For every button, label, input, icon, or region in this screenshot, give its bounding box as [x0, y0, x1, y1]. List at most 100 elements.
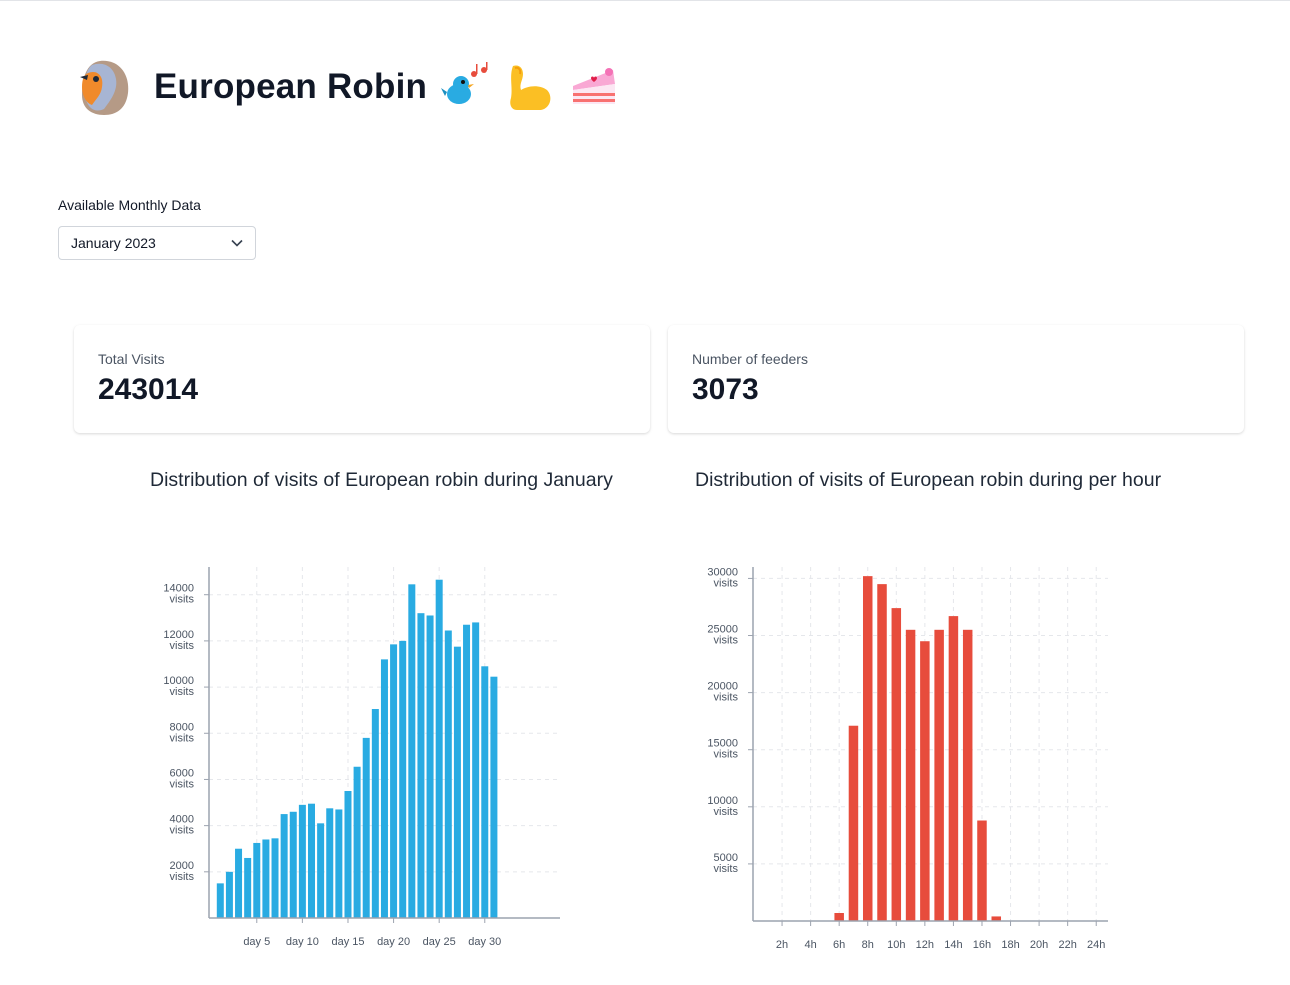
y-tick-unit: visits	[170, 686, 195, 698]
bar	[344, 790, 352, 918]
x-tick-label: 18h	[1001, 939, 1019, 951]
y-tick-label: 8000	[170, 721, 194, 733]
bar	[948, 616, 959, 921]
bar	[472, 622, 480, 918]
y-tick-unit: visits	[170, 825, 195, 837]
y-tick-label: 10000	[707, 795, 738, 807]
chevron-down-icon	[231, 239, 243, 247]
total-visits-value: 243014	[98, 373, 199, 406]
y-tick-unit: visits	[170, 640, 195, 652]
x-tick-label: 4h	[804, 939, 816, 951]
bar	[253, 842, 261, 918]
y-tick-unit: visits	[714, 749, 739, 761]
bar	[435, 579, 443, 918]
x-tick-label: 20h	[1030, 939, 1048, 951]
bar	[362, 737, 370, 918]
bar	[463, 624, 471, 918]
bar	[216, 883, 224, 918]
bar	[289, 811, 297, 918]
y-tick-unit: visits	[714, 635, 739, 647]
monthly-data-label: Available Monthly Data	[58, 197, 201, 213]
bar	[271, 838, 279, 918]
y-tick-unit: visits	[170, 778, 195, 790]
bar	[905, 629, 916, 921]
bar	[353, 766, 361, 918]
x-tick-label: day 5	[243, 936, 270, 948]
flexed-biceps-icon	[510, 65, 551, 110]
bar	[920, 641, 930, 921]
bar	[408, 584, 416, 918]
month-select[interactable]: January 2023	[58, 226, 256, 260]
x-tick-label: 14h	[944, 939, 962, 951]
feeders-value: 3073	[692, 373, 759, 406]
bar	[834, 913, 844, 921]
total-visits-label: Total Visits	[98, 351, 165, 367]
bar	[877, 584, 887, 921]
x-tick-label: 24h	[1087, 939, 1105, 951]
bar	[444, 630, 452, 918]
bar	[453, 646, 461, 918]
bar	[235, 848, 243, 918]
y-tick-unit: visits	[170, 871, 195, 883]
bar	[280, 814, 288, 918]
bar	[417, 613, 425, 918]
x-tick-label: day 10	[286, 936, 319, 948]
y-tick-label: 6000	[170, 767, 194, 779]
y-tick-unit: visits	[714, 577, 739, 589]
bar	[426, 615, 434, 918]
y-tick-unit: visits	[170, 594, 195, 606]
y-tick-label: 4000	[170, 814, 194, 826]
robin-bird-icon	[80, 60, 129, 115]
x-tick-label: day 30	[468, 936, 501, 948]
bar	[390, 644, 398, 918]
bar	[848, 725, 859, 921]
x-tick-label: day 15	[331, 936, 364, 948]
x-tick-label: 16h	[973, 939, 991, 951]
bar	[262, 839, 270, 918]
daily-chart-title: Distribution of visits of European robin…	[150, 469, 613, 491]
x-tick-label: 8h	[862, 939, 874, 951]
bar	[977, 820, 987, 921]
singing-bird-icon	[441, 62, 488, 104]
y-tick-unit: visits	[714, 863, 739, 875]
bar	[380, 659, 388, 918]
x-tick-label: 22h	[1058, 939, 1076, 951]
y-tick-unit: visits	[170, 732, 195, 744]
bar	[335, 809, 343, 918]
y-tick-label: 25000	[707, 624, 738, 636]
y-tick-unit: visits	[714, 692, 739, 704]
bar	[481, 666, 489, 918]
y-tick-label: 2000	[170, 860, 194, 872]
bar	[399, 640, 407, 918]
bar	[244, 857, 252, 918]
bar	[934, 629, 944, 921]
bar	[891, 608, 902, 921]
feeders-card: Number of feeders 3073	[668, 325, 1244, 433]
y-tick-label: 12000	[163, 629, 194, 641]
y-tick-label: 14000	[163, 583, 194, 595]
bar	[326, 808, 334, 918]
x-tick-label: day 20	[377, 936, 410, 948]
feeders-label: Number of feeders	[692, 351, 808, 367]
x-tick-label: 2h	[776, 939, 788, 951]
bar	[298, 804, 306, 918]
y-tick-label: 15000	[707, 738, 738, 750]
total-visits-card: Total Visits 243014	[74, 325, 650, 433]
hourly-chart-title: Distribution of visits of European robin…	[695, 469, 1162, 491]
cake-slice-icon	[573, 68, 616, 104]
bar	[317, 823, 325, 918]
y-tick-label: 20000	[707, 681, 738, 693]
bar	[371, 709, 379, 918]
bar	[862, 576, 873, 921]
x-tick-label: 12h	[916, 939, 934, 951]
y-tick-unit: visits	[714, 806, 739, 818]
page-header: European Robin	[70, 55, 619, 119]
y-tick-label: 30000	[707, 566, 738, 578]
y-tick-label: 10000	[163, 675, 194, 687]
bar	[490, 676, 498, 918]
month-select-value: January 2023	[71, 235, 156, 251]
bar	[962, 629, 973, 921]
bar	[225, 871, 233, 918]
